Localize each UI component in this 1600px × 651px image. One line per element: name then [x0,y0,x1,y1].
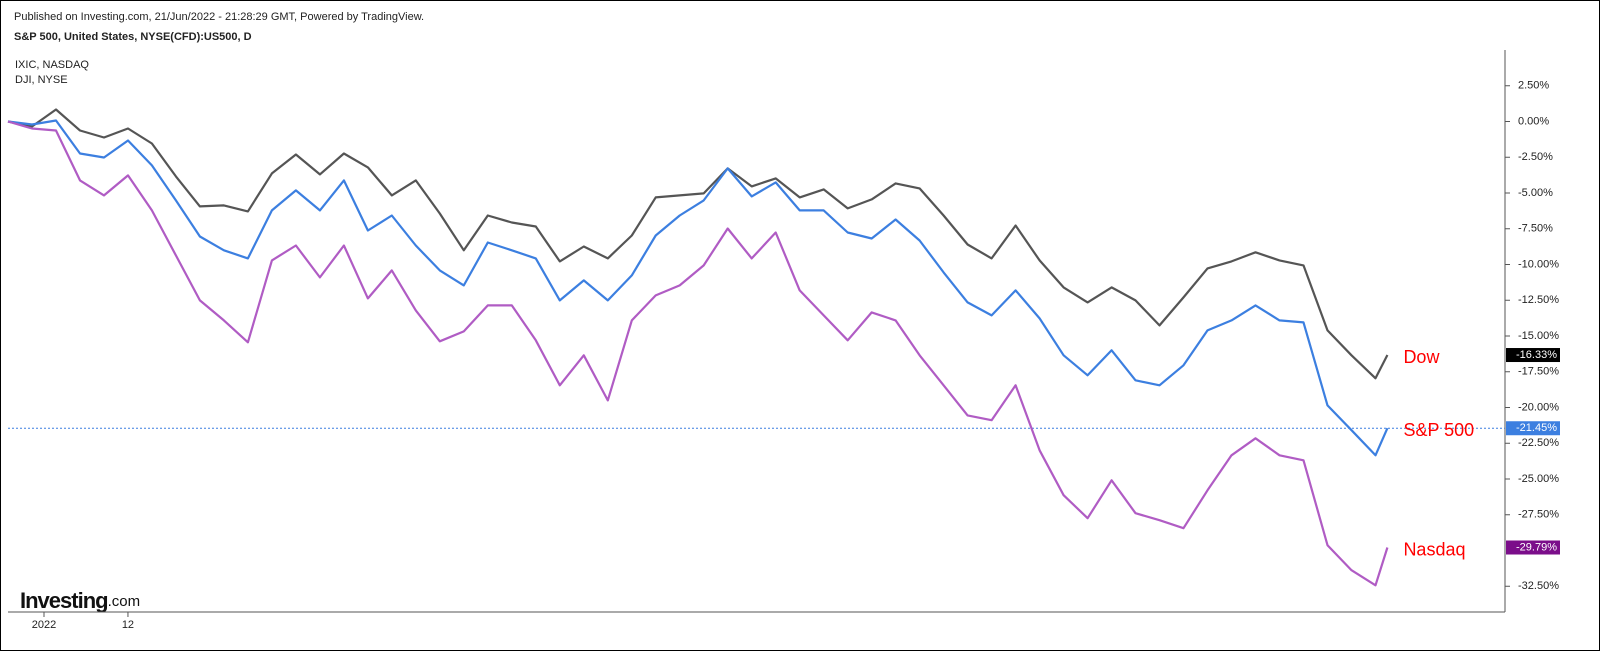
end-value-badge [1506,540,1560,555]
logo-suffix: .com [108,593,141,610]
y-tick-label: -20.00% [1518,401,1559,413]
y-tick-label: -27.50% [1518,509,1559,521]
chart-title: S&P 500, United States, NYSE(CFD):US500,… [14,31,252,43]
y-tick-label: -17.50% [1518,366,1559,378]
series-line [7,119,1389,457]
y-tick-label: -5.00% [1518,187,1553,199]
end-value-label: -29.79% [1516,541,1557,553]
logo-text: Investing [20,588,108,613]
published-note: Published on Investing.com, 21/Jun/2022 … [14,11,424,23]
y-tick-label: -12.50% [1518,294,1559,306]
end-value-label: -21.45% [1516,422,1557,434]
series-line [7,120,1389,587]
end-value-badge [1506,348,1560,363]
end-value-badge [1506,421,1560,436]
y-tick-label: -25.00% [1518,473,1559,485]
y-tick-label: 0.00% [1518,115,1549,127]
symbol-label: DJI, NYSE [15,74,68,86]
y-tick-label: -10.00% [1518,258,1559,270]
logo: Investing.com [20,588,140,613]
series-line [7,108,1389,380]
y-tick-label: -15.00% [1518,330,1559,342]
y-tick-label: -32.50% [1518,580,1559,592]
y-tick-label: 2.50% [1518,80,1549,92]
y-tick-label: -22.50% [1518,437,1559,449]
series-annotation: Dow [1403,347,1440,367]
y-tick-label: -7.50% [1518,223,1553,235]
symbol-label: IXIC, NASDAQ [15,59,89,71]
x-tick-label: 12 [122,619,134,631]
end-value-label: -16.33% [1516,349,1557,361]
series-annotation: Nasdaq [1403,539,1465,559]
x-tick-label: 2022 [32,619,56,631]
y-tick-label: -2.50% [1518,151,1553,163]
series-annotation: S&P 500 [1403,420,1474,440]
